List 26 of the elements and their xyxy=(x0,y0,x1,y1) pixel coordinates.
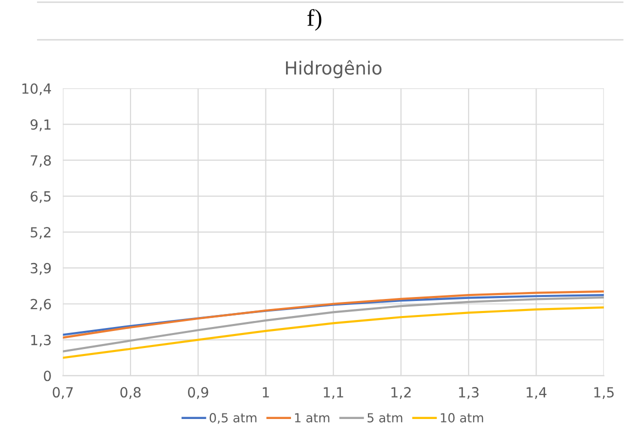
x-tick-label: 0,7 xyxy=(52,387,73,399)
legend-label: 10 atm xyxy=(440,413,484,422)
y-tick-label: 7,8 xyxy=(30,155,51,168)
x-tick-label: 1,4 xyxy=(526,387,546,399)
x-tick-label: 1,3 xyxy=(459,387,479,399)
text: f) xyxy=(307,9,322,31)
legend-label: 5 atm xyxy=(368,413,402,422)
y-tick-label: 10,4 xyxy=(22,83,52,96)
x-tick-label: 1,2 xyxy=(391,387,411,399)
legend-label: 0,5 atm xyxy=(210,413,256,424)
y-tick-label: 6,5 xyxy=(30,191,51,204)
y-tick-label: 0 xyxy=(44,370,51,382)
x-tick-label: 1 xyxy=(262,387,269,398)
x-tick-label: 0,8 xyxy=(120,387,141,399)
x-tick-label: 0,9 xyxy=(188,387,208,399)
chart-title: Hidrogênio xyxy=(286,60,382,78)
line-series xyxy=(62,306,604,359)
legend-label: 1 atm xyxy=(295,413,330,422)
y-tick-label: 1,3 xyxy=(31,334,51,347)
y-tick-label: 2,6 xyxy=(30,298,51,311)
x-tick-label: 1,1 xyxy=(324,387,344,399)
y-tick-label: 9,1 xyxy=(30,119,51,132)
y-tick-label: 5,2 xyxy=(30,227,50,239)
x-tick-label: 1,5 xyxy=(594,387,614,399)
line-series xyxy=(62,296,604,352)
y-tick-label: 3,9 xyxy=(30,262,51,275)
